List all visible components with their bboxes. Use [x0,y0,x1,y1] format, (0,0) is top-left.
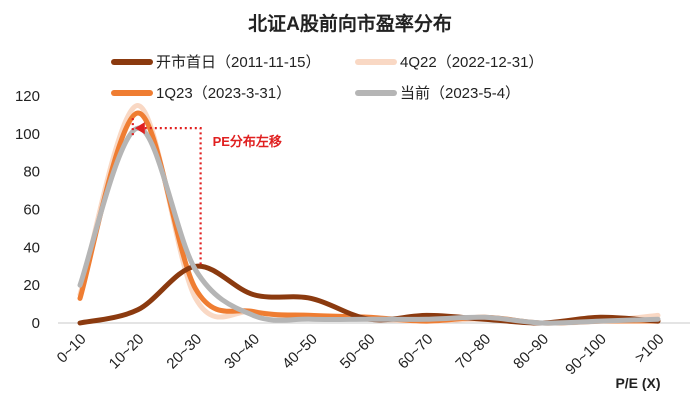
y-tick-label: 20 [23,277,40,294]
legend-label: 开市首日（2011-11-15） [156,54,321,71]
y-tick-label: 100 [15,126,40,143]
axes: 0 20 40 60 80 100 120 0~10 10~20 20~30 30~40 40~50 5… [15,88,690,378]
y-tick-label: 60 [23,202,40,219]
legend-label: 4Q22（2022-12-31） [400,54,543,71]
legend-label: 1Q23（2023-3-31） [156,85,291,102]
shift-bracket [142,127,202,265]
y-tick-label: 80 [23,164,40,181]
x-tick-label: 40~50 [279,331,321,373]
x-tick-label: >100 [632,331,668,367]
x-tick-label: 30~40 [221,331,263,373]
series-line [77,125,661,326]
x-axis-title: P/E (X) [615,375,660,391]
y-tick-label: 0 [32,315,40,332]
series-line [77,102,661,326]
y-tick-label: 120 [15,88,40,105]
y-tick-label: 40 [23,239,40,256]
x-tick-label: 0~10 [54,331,90,367]
series-line [77,263,661,326]
x-tick-label: 70~80 [452,331,494,373]
x-tick-label: 90~100 [562,331,610,379]
chart-title: 北证A股前向市盈率分布 [248,12,452,35]
x-tick-label: 60~70 [395,331,437,373]
legend: 开市首日（2011-11-15） 4Q22（2022-12-31） 1Q23（202… [111,54,543,102]
series-layer [77,102,661,326]
arrow-left-icon [134,122,145,135]
x-tick-label: 50~60 [337,331,379,373]
series-line [77,110,661,326]
legend-label: 当前（2023-5-4） [400,85,520,102]
x-tick-label: 80~90 [510,331,552,373]
x-tick-label: 10~20 [106,331,148,373]
annotation-layer: PE分布左移 [131,118,282,265]
x-tick-label: 20~30 [163,331,205,373]
annotation-label: PE分布左移 [213,134,282,149]
